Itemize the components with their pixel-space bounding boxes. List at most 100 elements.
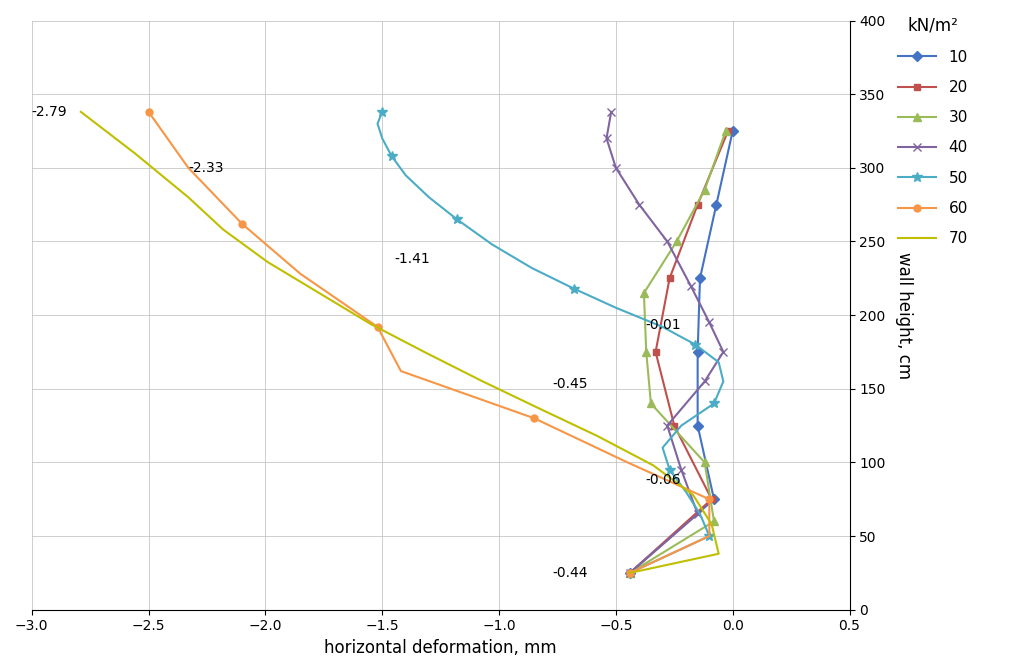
40 [605,108,617,116]
60 [624,569,636,577]
20 [668,421,681,429]
50 [371,120,383,128]
30 [640,348,653,356]
40 [717,348,729,356]
20 [722,127,735,135]
60 [703,532,716,540]
70 [128,149,141,157]
70 [535,405,547,413]
50 [675,421,688,429]
10 [708,495,720,503]
10 [694,274,707,282]
50 [423,194,435,202]
Text: -1.41: -1.41 [394,252,430,266]
Text: -2.79: -2.79 [31,105,66,119]
60 [371,323,383,331]
Text: -0.06: -0.06 [645,473,682,487]
50 [689,341,701,349]
50 [525,264,538,272]
50 [399,171,411,179]
50 [657,444,669,452]
30 [719,127,731,135]
50 [486,241,498,249]
60 [294,270,307,278]
50 [717,378,729,386]
40 [661,237,673,245]
60 [528,414,541,422]
40 [633,201,645,209]
Text: -2.33: -2.33 [189,161,224,175]
60 [395,367,407,375]
50 [657,323,669,331]
40 [703,319,716,327]
10 [691,348,703,356]
30 [638,289,651,297]
50 [713,358,725,366]
10 [691,421,703,429]
50 [680,488,692,496]
20 [663,274,675,282]
Line: 40: 40 [602,108,727,577]
60 [703,495,716,503]
40 [691,510,703,518]
40 [675,466,688,474]
60 [622,458,634,466]
50 [694,510,707,518]
30 [698,458,711,466]
70 [477,378,489,386]
50 [451,215,463,223]
30 [670,237,683,245]
30 [624,569,636,577]
50 [385,152,398,160]
70 [624,569,636,577]
30 [708,517,720,526]
70 [182,194,195,202]
70 [591,432,603,440]
50 [703,532,716,540]
50 [663,466,675,474]
Text: -0.01: -0.01 [645,319,682,333]
Line: 30: 30 [626,127,729,577]
Line: 10: 10 [627,128,737,577]
70 [687,491,699,499]
40 [624,569,636,577]
Line: 50: 50 [373,107,728,578]
70 [419,348,431,356]
10 [624,569,636,577]
Line: 70: 70 [81,112,719,573]
60 [236,220,249,228]
50 [609,304,622,312]
50 [708,399,720,407]
60 [182,164,195,172]
20 [691,201,703,209]
70 [648,462,660,470]
40 [685,282,697,290]
Line: 60: 60 [145,108,713,577]
60 [142,108,154,116]
X-axis label: horizontal deformation, mm: horizontal deformation, mm [324,639,557,657]
70 [365,320,377,328]
50 [376,108,388,116]
40 [600,134,612,142]
70 [75,108,87,116]
50 [376,134,388,142]
10 [710,201,722,209]
30 [698,186,711,194]
Text: -0.44: -0.44 [552,566,587,580]
Line: 20: 20 [627,128,731,577]
70 [706,520,718,528]
20 [624,569,636,577]
10 [726,127,739,135]
50 [568,284,580,292]
50 [624,569,636,577]
40 [661,421,673,429]
70 [313,289,325,297]
70 [261,258,274,266]
20 [650,348,662,356]
40 [698,378,711,386]
30 [644,399,657,407]
70 [218,226,230,234]
20 [706,495,718,503]
40 [609,164,622,172]
Text: -0.45: -0.45 [552,378,587,391]
